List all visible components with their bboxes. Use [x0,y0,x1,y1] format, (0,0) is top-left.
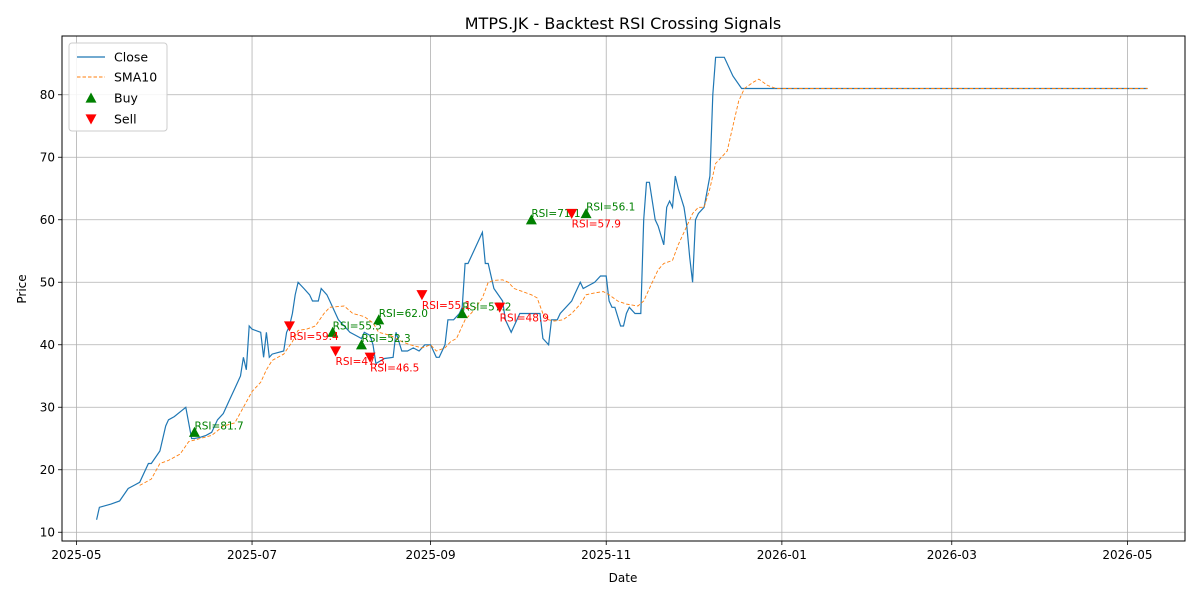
legend-label: Sell [114,112,137,127]
y-tick-label: 30 [40,400,55,414]
buy-marker [525,214,537,225]
series-layer [96,56,1148,520]
y-tick-label: 50 [40,275,55,289]
buy-annotation: RSI=52.3 [361,333,410,345]
sell-marker [494,302,506,313]
x-tick-label: 2026-01 [757,548,807,562]
sell-annotation: RSI=46.5 [370,362,419,374]
sell-marker [364,352,376,363]
legend-label: SMA10 [114,70,157,85]
sell-annotation: RSI=55.1 [422,300,471,312]
signal-markers: RSI=81.7RSI=55.5RSI=52.3RSI=62.0RSI=57.2… [188,202,635,437]
sell-marker [566,208,578,219]
x-tick-label: 2025-09 [406,548,456,562]
buy-marker [456,308,468,319]
y-tick-label: 10 [40,525,55,539]
y-tick-label: 80 [40,88,55,102]
buy-marker [327,326,339,337]
sell-marker [330,346,342,357]
x-tick-label: 2025-07 [227,548,277,562]
x-axis-label: Date [609,571,638,585]
y-tick-label: 20 [40,463,55,477]
axis-ticks: 2025-05 2025-07 2025-09 2025-11 2026-01 2026-… [40,88,1153,562]
buy-annotation: RSI=81.7 [194,420,243,432]
y-axis-label: Price [15,274,29,303]
y-tick-label: 60 [40,213,55,227]
buy-marker [188,426,200,437]
legend-buy-swatch [85,92,97,103]
legend: Close SMA10 Buy Sell [68,42,168,132]
buy-annotation: RSI=56.1 [586,202,635,214]
sell-marker [283,321,295,332]
buy-marker [580,208,592,219]
buy-annotation: RSI=62.0 [379,308,428,320]
sell-annotation: RSI=59.4 [289,331,339,343]
grid [62,36,1185,541]
buy-marker [373,314,385,325]
y-tick-label: 70 [40,150,55,164]
x-tick-label: 2025-11 [581,548,631,562]
buy-marker [355,339,367,350]
sell-annotation: RSI=47.3 [336,356,385,368]
sell-annotation: RSI=57.9 [572,219,621,231]
legend-label: Close [114,50,148,65]
sell-annotation: RSI=48.9 [500,312,549,324]
plot-frame [61,35,1186,542]
close-line [96,56,1148,520]
chart-title: MTPS.JK - Backtest RSI Crossing Signals [465,14,782,33]
x-tick-label: 2026-05 [1102,548,1152,562]
buy-annotation: RSI=55.5 [333,320,382,332]
sma10-line [139,78,1148,486]
sell-marker [416,290,428,301]
x-tick-label: 2026-03 [927,548,977,562]
y-tick-label: 40 [40,338,55,352]
legend-sell-swatch [85,114,97,125]
legend-label: Buy [114,91,138,106]
x-tick-label: 2025-05 [51,548,101,562]
legend-box [68,42,168,132]
